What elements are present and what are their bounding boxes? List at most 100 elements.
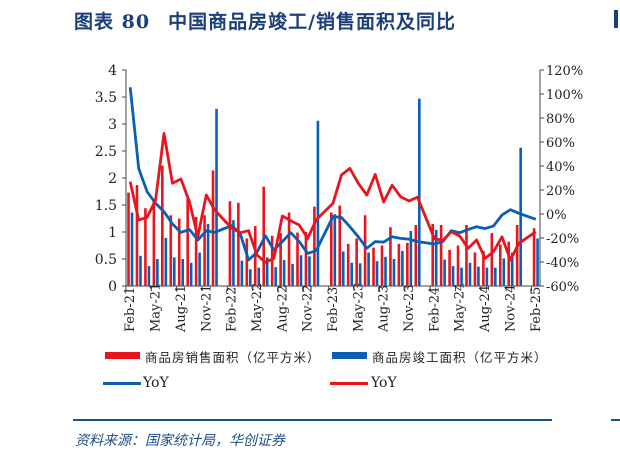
sales-bar (507, 241, 511, 286)
completion-bar (451, 266, 455, 286)
sales-bar (363, 215, 367, 286)
completion-bar (536, 238, 539, 286)
sales-bar (237, 202, 240, 286)
sales-bar (203, 215, 206, 286)
completion-bar (460, 267, 463, 286)
sales-bar (448, 249, 451, 286)
completion-bar (519, 147, 522, 286)
sales-bar (338, 205, 342, 286)
completion-bar (350, 262, 353, 286)
right-tick-label: 0% (546, 208, 567, 223)
completion-bar (206, 223, 210, 286)
sales-bar (194, 216, 198, 286)
left-tick-label: 1 (108, 225, 117, 241)
right-tick-label: 80% (546, 112, 575, 127)
x-tick-label: Feb-21 (123, 287, 138, 332)
completion-bar (240, 260, 244, 286)
sales-bar (372, 247, 375, 286)
completion-bar (392, 259, 396, 286)
x-tick-label: Nov-23 (402, 285, 417, 332)
x-tick-label: Nov-21 (199, 285, 214, 332)
completion-bar (232, 220, 235, 286)
x-tick-label: Feb-23 (326, 287, 341, 332)
sales-bar (279, 233, 282, 286)
sales-bar (498, 244, 502, 286)
completion-bar (164, 237, 168, 286)
completion-bar (130, 212, 134, 286)
completion-bar (375, 261, 379, 286)
sales-bar (152, 201, 156, 286)
completion-bar (477, 266, 480, 286)
completion-bar (409, 230, 413, 286)
completion-bar (468, 262, 472, 286)
right-tick-label: -20% (546, 232, 579, 247)
left-tick-label: 1.5 (95, 198, 117, 214)
completion-bar (257, 267, 261, 286)
sales-bar (127, 192, 130, 286)
completion-bar (443, 259, 446, 286)
sales-bar (406, 242, 409, 286)
left-tick-label: 2.5 (95, 144, 117, 160)
completion-bar (510, 252, 514, 286)
completion-bar (417, 98, 421, 287)
completion-bar (358, 263, 362, 286)
sales-bar (228, 201, 232, 286)
sales-bar (414, 224, 418, 286)
x-tick-label: May-24 (453, 283, 468, 332)
sales-bar (330, 212, 333, 286)
completion-bar (341, 251, 345, 286)
legend-label-sales: 商品房销售面积（亿平方米） (145, 350, 321, 365)
sales-bar (490, 233, 494, 286)
left-tick-label: 3 (108, 117, 117, 133)
sales-yoy-line (128, 131, 537, 264)
legend-label-sales-yoy: YoY (371, 375, 397, 391)
completion-bar (401, 250, 404, 286)
sales-bar (169, 215, 173, 286)
completion-bar (274, 267, 277, 286)
adjacent-page-edge (614, 10, 618, 28)
x-tick-label: Aug-21 (174, 285, 189, 333)
completion-bar (291, 263, 294, 286)
legend-swatch-sales-bar (105, 352, 140, 359)
sales-bar (439, 224, 443, 286)
sales-bar (211, 170, 215, 286)
x-tick-label: Aug-23 (377, 285, 392, 333)
completion-bar (333, 214, 337, 286)
completion-bar (139, 255, 142, 286)
legend-swatch-completion-yoy-line (103, 382, 141, 385)
sales-bar (346, 243, 350, 286)
sales-bar (473, 252, 477, 286)
completion-bar (502, 258, 506, 286)
sales-bar (355, 238, 358, 286)
completion-bar (299, 255, 303, 286)
left-tick-label: 2 (108, 171, 117, 187)
completion-bar (189, 262, 193, 286)
sales-bar (389, 227, 392, 286)
sales-bar (397, 243, 401, 286)
sales-bar (456, 245, 460, 286)
sales-bar (380, 245, 384, 286)
legend-label-completion-yoy: YoY (143, 375, 169, 391)
figure-title-text: 中国商品房竣工/销售面积及同比 (168, 11, 457, 33)
sales-bar (515, 224, 519, 286)
right-tick-label: 100% (546, 88, 583, 103)
sales-bar (313, 206, 316, 286)
completion-bar (316, 120, 320, 286)
sales-bar (177, 218, 181, 286)
sales-bar (532, 228, 536, 286)
left-tick-label: 0 (108, 279, 117, 295)
completion-bar (485, 267, 489, 286)
legend-label-completion: 商品房竣工面积（亿平方米） (372, 350, 548, 365)
sales-bar (135, 185, 139, 286)
divider (73, 419, 552, 421)
completion-bar (367, 252, 370, 286)
x-tick-label: May-23 (351, 283, 366, 332)
completion-bar (215, 108, 218, 286)
completion-bar (198, 252, 201, 286)
figure-title: 图表 80 中国商品房竣工/销售面积及同比 (74, 7, 456, 34)
x-tick-label: Feb-22 (225, 287, 240, 332)
x-tick-label: Aug-22 (275, 285, 290, 333)
figure-label: 图表 80 (74, 11, 151, 33)
